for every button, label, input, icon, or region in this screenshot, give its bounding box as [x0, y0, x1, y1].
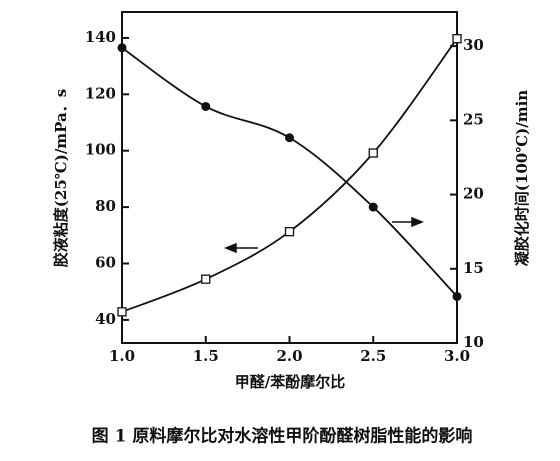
x-tick-label: 2.0 — [276, 347, 302, 365]
marker — [117, 307, 127, 317]
marker — [201, 274, 211, 284]
caption: 图 1 原料摩尔比对水溶性甲阶酚醛树脂性能的影响 — [92, 426, 473, 447]
y2-tick-label: 10 — [463, 333, 484, 351]
marker — [117, 43, 127, 53]
y2-tick-label: 20 — [463, 185, 484, 203]
y-tick-label: 40 — [95, 310, 116, 328]
series-line — [121, 38, 458, 313]
y-tick-label: 140 — [85, 28, 116, 46]
x-tick-label: 1.0 — [109, 347, 135, 365]
marker — [452, 34, 462, 44]
marker — [201, 101, 211, 111]
y-tick-label: 60 — [95, 253, 116, 271]
x-tick-label: 2.5 — [360, 347, 386, 365]
marker — [368, 202, 378, 212]
marker — [452, 291, 462, 301]
x-tick-label: 1.5 — [193, 347, 219, 365]
x-axis-label: 甲醛/苯酚摩尔比 — [235, 373, 345, 391]
series-line — [121, 47, 458, 298]
y-tick-label: 100 — [85, 141, 116, 159]
arrow-right — [392, 216, 425, 228]
x-tick-label: 3.0 — [444, 347, 470, 365]
y2-tick-label: 15 — [463, 259, 484, 277]
marker — [285, 133, 294, 143]
y2-tick-label: 25 — [463, 110, 484, 128]
y2-tick-label: 30 — [463, 36, 484, 54]
y-axis-label: 胶液粘度(25℃)/mPa．s — [52, 89, 70, 267]
y-tick-label: 80 — [95, 197, 116, 215]
y-tick-label: 120 — [85, 84, 116, 102]
y2-axis-label: 凝胶化时间(100℃)/min — [513, 90, 531, 267]
marker — [368, 148, 378, 158]
arrow-left — [223, 242, 258, 254]
marker — [284, 227, 295, 237]
